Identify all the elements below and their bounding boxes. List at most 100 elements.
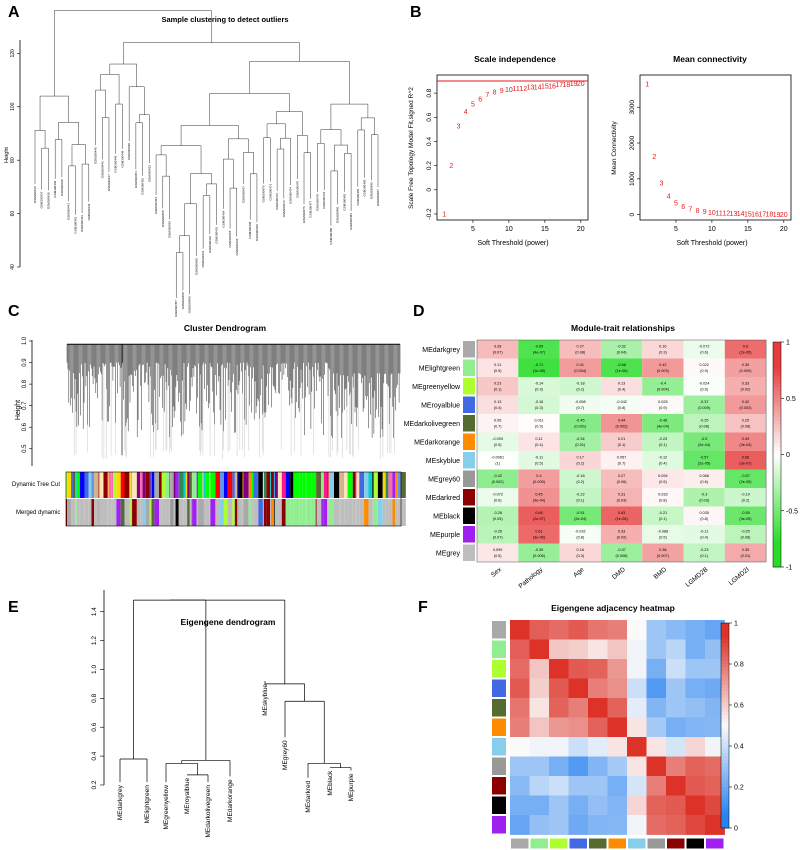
dynamic-tree-cut-bar (373, 472, 378, 498)
adjacency-legend-label: 0.8 (734, 662, 744, 669)
module-trait-correlation: 0.21 (618, 437, 625, 441)
module-trait-correlation: -0.12 (659, 456, 668, 460)
module-trait-pvalue: (2e-05) (739, 480, 752, 484)
adjacency-legend-label: 0.6 (734, 703, 744, 710)
heatmap-legend-step (773, 507, 781, 512)
adjacency-cell (529, 620, 550, 640)
mean-connectivity-point-label: 7 (688, 206, 692, 213)
adjacency-cell (627, 717, 647, 738)
adjacency-cell (510, 659, 530, 679)
panel-a-title: Sample clustering to detect outliers (161, 15, 288, 24)
adjacency-col-color (530, 838, 548, 849)
module-trait-pvalue: (2e-04) (574, 517, 587, 521)
merged-dynamic-bar (290, 499, 294, 526)
mean-connectivity-point-label: 6 (681, 204, 685, 211)
scale-independence-y-tick-label: 0.8 (426, 88, 433, 97)
adjacency-cell (529, 678, 550, 699)
module-trait-cell (724, 469, 767, 488)
adjacency-cell (568, 815, 589, 835)
module-trait-correlation: 0.66 (535, 511, 542, 515)
module-trait-cell (683, 377, 725, 396)
adjacency-legend-step (721, 657, 729, 662)
merged-dynamic-bar (293, 499, 298, 526)
scale-independence-y-tick-label: 0.6 (426, 112, 433, 121)
merged-dynamic-bar (302, 499, 306, 526)
scale-independence-xlabel: Soft Threshold (power) (477, 240, 548, 247)
adjacency-legend-step (721, 643, 729, 648)
heatmap-legend-step (773, 559, 781, 564)
module-trait-correlation: -0.65 (535, 345, 544, 349)
eigengene-leaf-label: MEpurple (348, 773, 355, 801)
dynamic-tree-cut-bar (262, 472, 264, 498)
adjacency-cell (529, 776, 550, 796)
adjacency-legend-step (721, 817, 729, 822)
module-trait-correlation: -0.28 (493, 511, 502, 515)
adjacency-row-color (492, 738, 506, 756)
module-trait-correlation: 0.33 (742, 382, 749, 386)
merged-dynamic-bar (323, 499, 328, 526)
adjacency-cell (568, 659, 589, 679)
merged-dynamic-bar (220, 499, 224, 526)
merged-dynamic-bar (132, 499, 137, 526)
panel-e-tick-label: 0.2 (91, 780, 98, 789)
dynamic-tree-cut-bar (306, 472, 311, 498)
adjacency-cell (646, 659, 667, 679)
merged-dynamic-bar (178, 499, 184, 526)
panel-a-sample-label: GSM390461 (201, 250, 205, 267)
dynamic-tree-cut-bar (173, 472, 176, 498)
adjacency-cell (666, 639, 686, 660)
dynamic-tree-cut-bar (191, 472, 193, 498)
dynamic-tree-cut-bar (243, 472, 249, 498)
adjacency-cell (646, 620, 667, 640)
adjacency-cell (705, 737, 725, 757)
module-trait-correlation: -0.25 (700, 419, 709, 423)
dynamic-tree-cut-bar (311, 472, 315, 498)
heatmap-legend-step (773, 413, 781, 418)
adjacency-cell (549, 717, 569, 738)
adjacency-cell (705, 698, 725, 718)
dynamic-tree-cut-bar (368, 472, 373, 498)
merged-dynamic-bar (79, 499, 85, 526)
heatmap-legend-step (773, 379, 781, 384)
heatmap-legend-step (773, 357, 781, 362)
panel-a-sample-label: GSM390484 (356, 188, 360, 205)
scale-independence-point-label: 8 (493, 89, 497, 96)
adjacency-cell (607, 756, 628, 777)
module-color-swatch (463, 452, 475, 469)
merged-dynamic-bar (150, 499, 152, 526)
module-trait-correlation: 0.35 (742, 548, 749, 552)
adjacency-legend-step (721, 749, 729, 754)
dynamic-tree-cut-bar (377, 472, 383, 498)
panel-a-tick-label: 100 (10, 102, 16, 111)
dynamic-tree-cut-bar (327, 472, 329, 498)
module-trait-cell (559, 414, 601, 433)
adjacency-legend-step (721, 705, 729, 709)
heatmap-legend-step (773, 345, 781, 350)
module-trait-correlation: 0.23 (494, 382, 501, 386)
module-trait-pvalue: (0.002) (492, 480, 505, 484)
merged-dynamic-bar (154, 499, 159, 526)
adjacency-cell (529, 639, 550, 660)
panel-a-sample-label: GSM390462 (208, 236, 212, 253)
module-trait-cell (683, 340, 725, 359)
dynamic-tree-cut-bar (154, 472, 159, 498)
scale-independence-point-label: 19 (570, 81, 578, 88)
adjacency-cell (666, 756, 686, 777)
adjacency-legend-step (721, 660, 729, 665)
merged-dynamic-bar (368, 499, 373, 526)
dynamic-tree-cut-bar (99, 472, 104, 498)
scale-independence-frame (436, 74, 589, 221)
module-trait-cell (600, 340, 643, 359)
module-trait-correlation: -0.34 (576, 437, 585, 441)
merged-dynamic-bar (66, 499, 68, 526)
scale-independence-point-label: 9 (500, 88, 504, 95)
panel-e-tick-label: 1.4 (91, 607, 98, 616)
heatmap-legend-step (773, 492, 781, 497)
adjacency-legend-step (721, 715, 729, 720)
merged-dynamic-bar (359, 499, 365, 526)
panel-c-title: Cluster Dendrogram (184, 323, 267, 333)
adjacency-cell (529, 659, 550, 679)
eigengene-dendrogram: MEdarkgrey MElightgreen MEgreenyellow MEroy… (117, 599, 355, 838)
dynamic-tree-cut-bar (392, 472, 396, 498)
module-trait-correlation: 0.035 (699, 511, 709, 515)
